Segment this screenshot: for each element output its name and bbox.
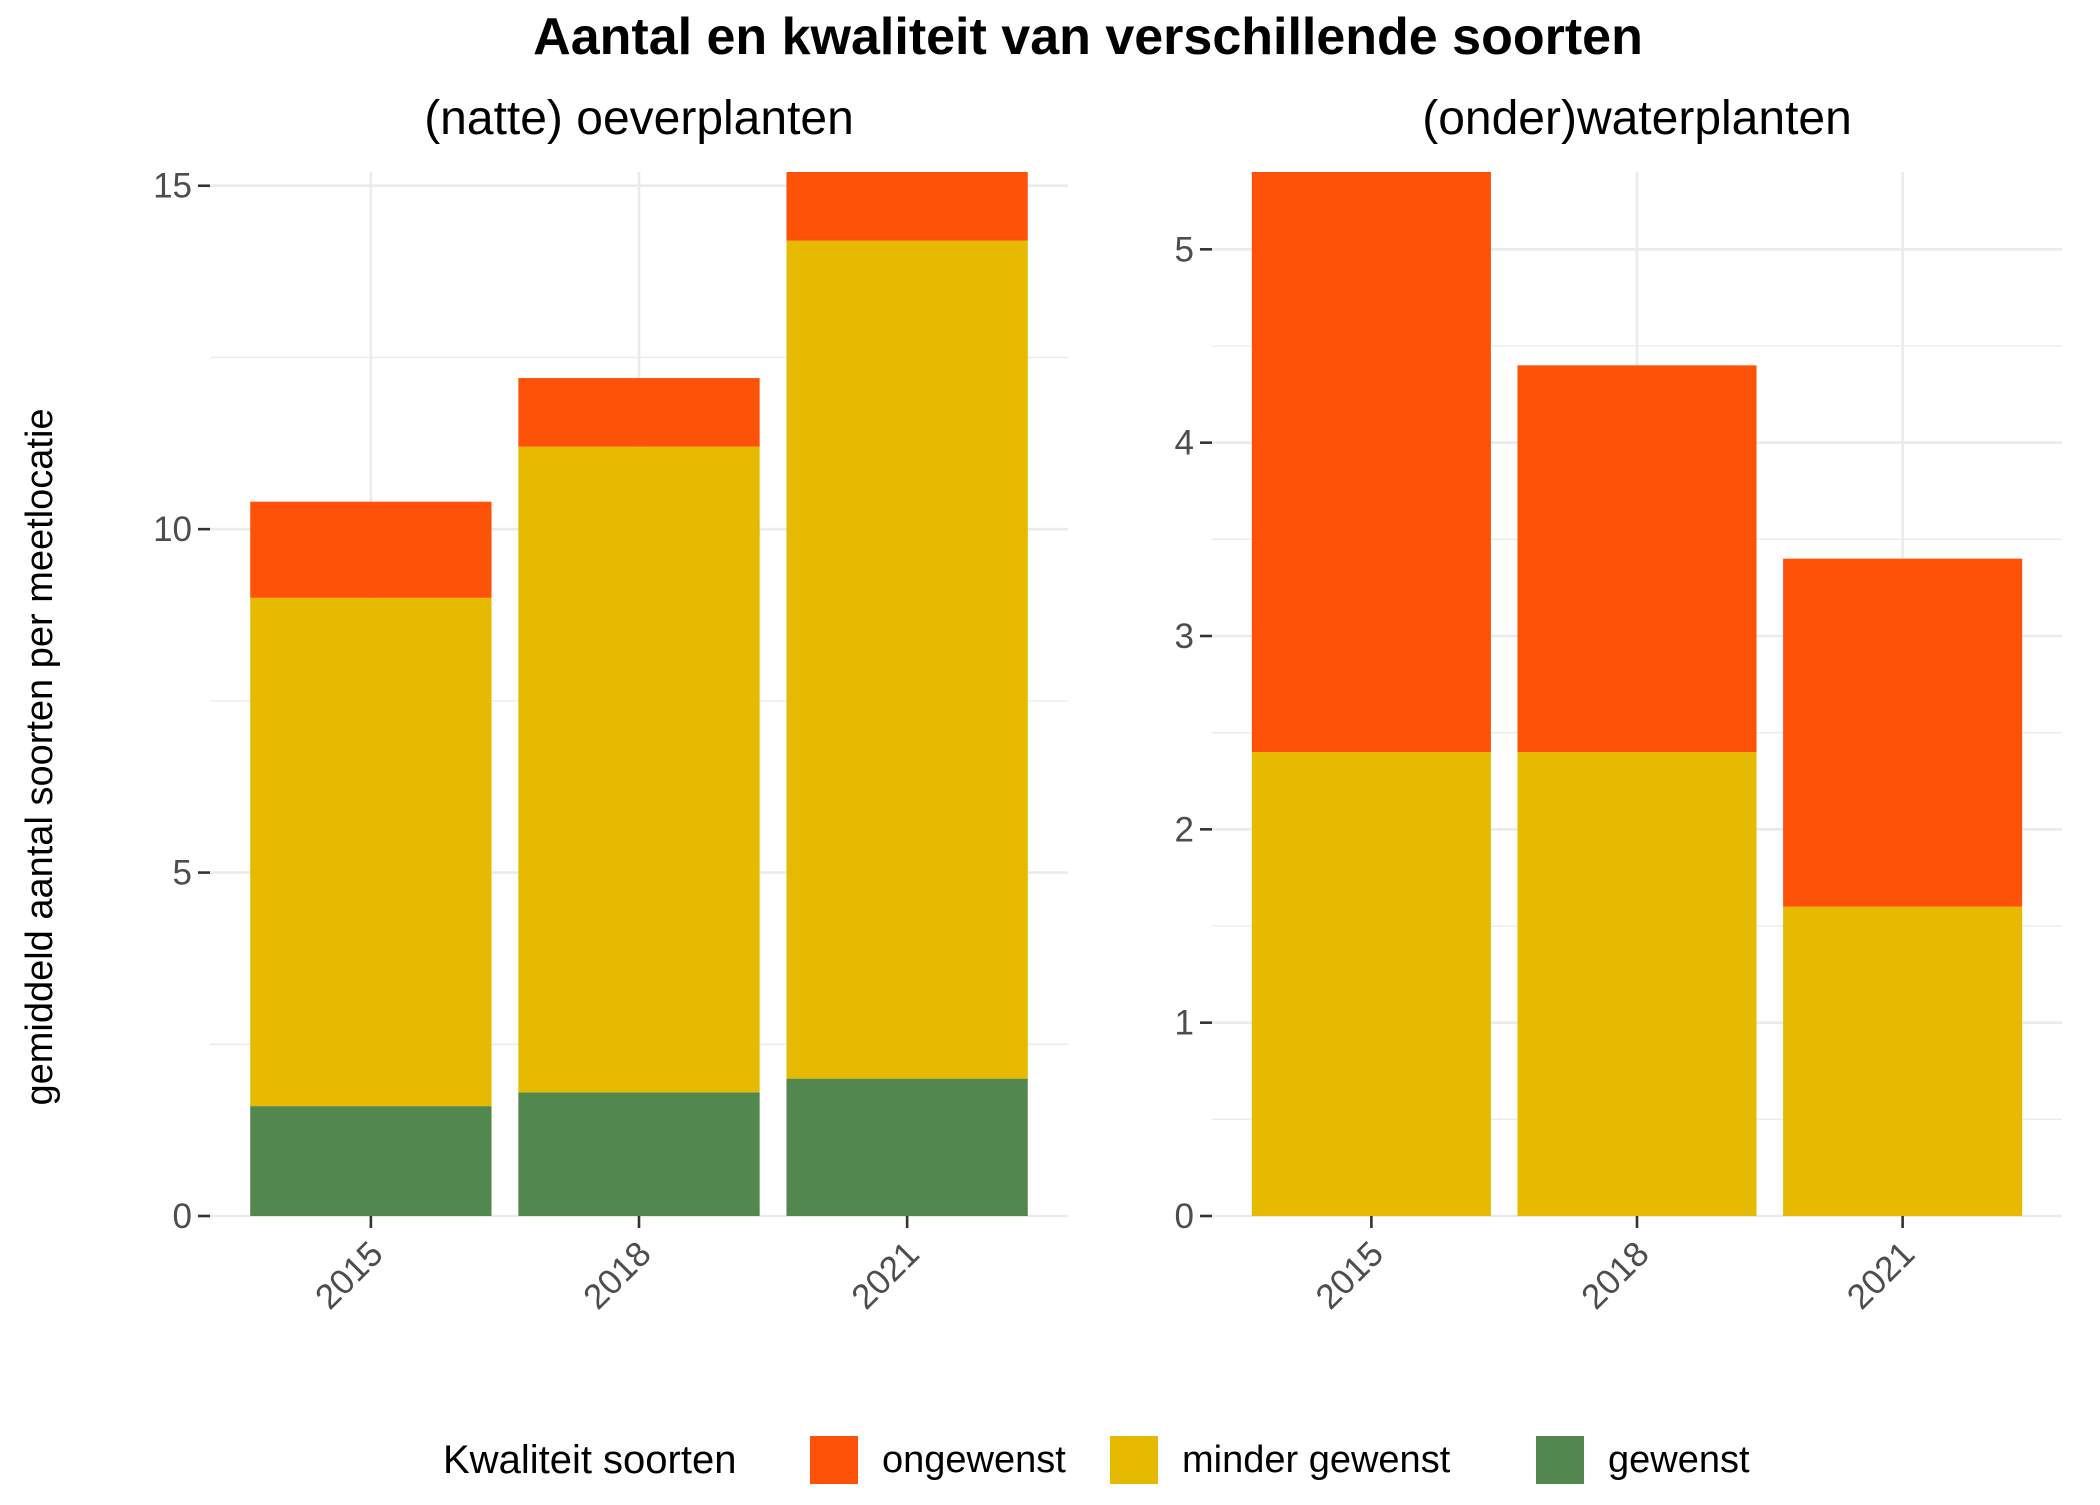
bar-gewenst-2015 [250,1106,492,1216]
y-tick-label: 5 [1175,230,1194,269]
y-tick-label: 5 [173,854,192,893]
panel-title: (onder)waterplanten [1422,92,1852,145]
legend-key [810,1436,858,1484]
legend-label: gewenst [1608,1439,1750,1481]
bar-minder-gewenst-2015 [1251,752,1491,1216]
panel-title: (natte) oeverplanten [424,92,854,145]
y-tick-label: 10 [153,510,192,549]
legend-key [1110,1436,1158,1484]
bar-minder-gewenst-2018 [518,446,760,1093]
bar-ongewenst-2021 [786,172,1028,241]
x-tick-label: 2015 [1308,1234,1391,1317]
legend-item-ongewenst: ongewenst [810,1436,1066,1484]
y-tick-label: 4 [1175,424,1194,463]
bar-ongewenst-2015 [1251,172,1491,752]
x-tick-label: 2021 [844,1234,927,1317]
bar-minder-gewenst-2015 [250,597,492,1107]
y-axis-title: gemiddeld aantal soorten per meetlocatie [19,408,61,1105]
x-tick-label: 2015 [308,1234,391,1317]
x-tick-label: 2018 [576,1234,659,1317]
legend-label: ongewenst [882,1439,1066,1481]
chart-title: Aantal en kwaliteit van verschillende so… [533,8,1643,66]
legend-item-minder-gewenst: minder gewenst [1110,1436,1451,1484]
legend-label: minder gewenst [1182,1439,1451,1481]
legend-title: Kwaliteit soorten [443,1438,736,1482]
bar-ongewenst-2021 [1783,558,2023,907]
y-tick-label: 2 [1175,810,1194,849]
bar-ongewenst-2018 [518,378,760,447]
bar-gewenst-2018 [518,1092,760,1216]
x-tick-label: 2018 [1574,1234,1657,1317]
y-tick-label: 3 [1175,617,1194,656]
y-tick-label: 1 [1175,1004,1194,1043]
bar-minder-gewenst-2021 [1783,906,2023,1216]
y-tick-label: 0 [173,1197,192,1236]
panel-2: (onder)waterplanten 0 1 2 3 4 5 2015 2018 2021 [1175,92,2062,1317]
bar-minder-gewenst-2018 [1517,752,1757,1216]
bar-minder-gewenst-2021 [786,240,1028,1079]
y-tick-label: 15 [153,167,192,206]
bar-ongewenst-2018 [1517,365,1757,752]
x-tick-label: 2021 [1840,1234,1923,1317]
y-tick-label: 0 [1175,1197,1194,1236]
bar-gewenst-2021 [786,1078,1028,1216]
legend: Kwaliteit soorten ongewenst minder gewens… [443,1436,1750,1484]
panel-1: (natte) oeverplanten 0 5 10 15 2015 2018 2021 [153,92,1068,1317]
legend-item-gewenst: gewenst [1536,1436,1750,1484]
legend-key [1536,1436,1584,1484]
bar-ongewenst-2015 [250,501,492,598]
